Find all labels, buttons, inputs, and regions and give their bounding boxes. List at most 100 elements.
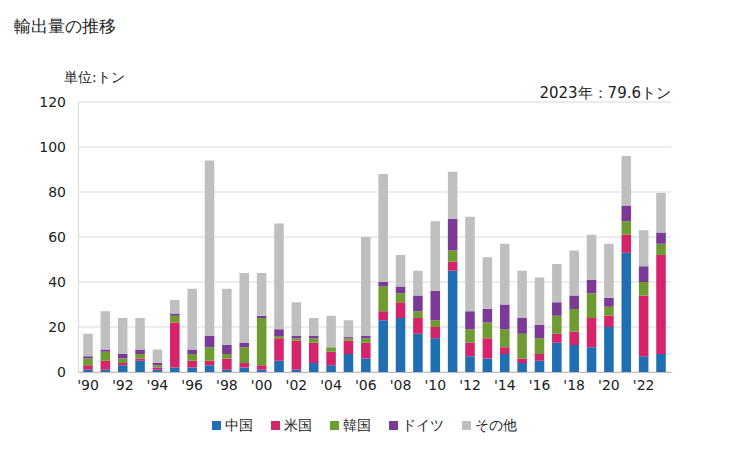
bar-segment [378, 320, 388, 372]
bar-segment [535, 325, 545, 339]
bar-segment [604, 307, 614, 316]
y-tick: 20 [48, 319, 78, 335]
x-tick-label: '08 [390, 377, 412, 393]
bar-segment [378, 282, 388, 287]
bar-segment [500, 354, 510, 372]
y-tick: 60 [48, 229, 78, 245]
bar-segment [135, 318, 145, 350]
bar-segment [292, 336, 302, 338]
bar-segment [569, 345, 579, 372]
bar-segment [83, 334, 93, 357]
bar-segment [517, 363, 527, 372]
bar-segment [500, 244, 510, 305]
bar-segment [448, 251, 458, 262]
annotation: 2023年：79.6トン [539, 84, 671, 102]
legend-item: 中国 [212, 417, 253, 433]
bar-segment [500, 305, 510, 330]
grid-line [78, 147, 671, 148]
bar-segment [413, 311, 423, 318]
bar-segment [361, 336, 371, 338]
bar-segment [344, 338, 354, 340]
bar-segment [170, 368, 180, 373]
bar-segment [118, 363, 128, 365]
bar-segment [361, 359, 371, 373]
bar-segment [431, 291, 441, 320]
x-tick-label: '98 [216, 377, 238, 393]
bar-segment [535, 354, 545, 361]
x-tick: '94 [147, 372, 169, 393]
grid [78, 102, 671, 372]
legend-swatch [462, 421, 471, 430]
legend: 中国米国韓国ドイツその他 [212, 417, 517, 433]
bar-segment [101, 370, 111, 372]
x-tick-label: '90 [77, 377, 99, 393]
bar-segment [257, 318, 267, 365]
bar-segment [622, 206, 632, 222]
bar-segment [639, 282, 649, 296]
y-tick-label: 120 [39, 94, 66, 110]
y-axis-line [78, 103, 79, 373]
bar-segment [535, 278, 545, 325]
x-tick-label: '04 [320, 377, 342, 393]
bar-segment [517, 334, 527, 359]
bar-segment [292, 370, 302, 372]
bar-segment [378, 287, 388, 312]
x-tick: '98 [216, 372, 238, 393]
bar-segment [517, 318, 527, 334]
bar-segment [274, 224, 284, 330]
bar-segment [326, 316, 336, 348]
bar-segment [604, 244, 614, 298]
bar-segment [135, 350, 145, 355]
bar-segment [257, 370, 267, 372]
bar-segment [604, 327, 614, 372]
bar-segment [622, 156, 632, 206]
bar-segment [187, 368, 197, 373]
bar-segment [413, 271, 423, 296]
bar-segment [396, 255, 406, 287]
bar-segment [622, 221, 632, 235]
bar-segment [326, 352, 336, 366]
bar-segment [239, 363, 249, 368]
bar-segment [413, 296, 423, 312]
bar-segment [326, 365, 336, 372]
x-tick-label: '10 [424, 377, 446, 393]
bar-segment [361, 338, 371, 343]
bar-segment [483, 323, 493, 339]
x-tick-label: '22 [633, 377, 655, 393]
bar-segment [257, 273, 267, 316]
bar-segment [135, 354, 145, 359]
bar-segment [569, 309, 579, 332]
bar-segment [187, 289, 197, 350]
bar-segment [153, 365, 163, 367]
bar-segment [118, 318, 128, 354]
bar-segment [118, 359, 128, 364]
bar-segment [396, 318, 406, 372]
bar-segment [309, 343, 319, 363]
bar-segment [222, 370, 232, 372]
bar-segment [101, 361, 111, 370]
bar-segment [465, 329, 475, 343]
bar-segment [292, 341, 302, 370]
bar-segment [483, 359, 493, 373]
y-tick: 80 [48, 184, 78, 200]
x-tick: '06 [355, 372, 377, 393]
x-tick: '02 [286, 372, 308, 393]
bar-segment [222, 345, 232, 354]
bar-segment [639, 356, 649, 372]
bar-segment [622, 253, 632, 372]
legend-label: ドイツ [402, 417, 444, 433]
bar-segment [587, 318, 597, 347]
bar-segment [378, 311, 388, 320]
legend-swatch [330, 421, 339, 430]
x-tick: '96 [181, 372, 203, 393]
bar-segment [413, 318, 423, 334]
legend-label: 韓国 [343, 417, 371, 433]
bars [83, 156, 666, 372]
y-tick-label: 80 [48, 184, 66, 200]
bar-segment [344, 341, 354, 355]
bar-segment [465, 311, 475, 329]
y-tick-label: 100 [39, 139, 66, 155]
bar-segment [118, 354, 128, 359]
bar-segment [153, 363, 163, 365]
bar-segment [83, 370, 93, 372]
